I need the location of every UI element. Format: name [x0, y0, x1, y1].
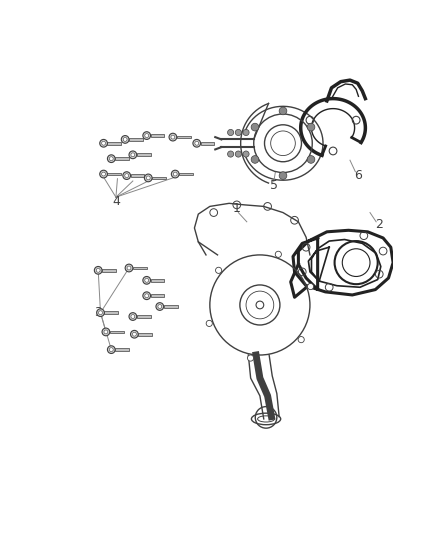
Circle shape: [100, 140, 107, 147]
Polygon shape: [201, 142, 215, 144]
Polygon shape: [102, 269, 116, 272]
Circle shape: [279, 107, 287, 115]
Circle shape: [275, 251, 281, 257]
Text: 1: 1: [233, 202, 241, 215]
Circle shape: [146, 176, 150, 180]
Polygon shape: [107, 142, 121, 144]
Polygon shape: [110, 330, 124, 333]
Circle shape: [102, 172, 106, 176]
Polygon shape: [133, 266, 147, 269]
Circle shape: [235, 151, 241, 157]
Circle shape: [100, 170, 107, 178]
Circle shape: [107, 346, 115, 353]
Circle shape: [279, 172, 287, 180]
Text: 4: 4: [112, 195, 120, 207]
Circle shape: [107, 155, 115, 163]
Circle shape: [125, 264, 133, 272]
Circle shape: [121, 135, 129, 143]
Circle shape: [97, 309, 104, 317]
Circle shape: [143, 132, 151, 140]
Circle shape: [247, 355, 254, 361]
Polygon shape: [152, 176, 166, 179]
Circle shape: [145, 174, 152, 182]
Circle shape: [131, 330, 138, 338]
Circle shape: [173, 172, 177, 176]
Circle shape: [307, 123, 315, 131]
Circle shape: [123, 172, 131, 180]
Polygon shape: [164, 305, 177, 308]
Circle shape: [171, 170, 179, 178]
Circle shape: [129, 151, 137, 159]
Polygon shape: [137, 154, 151, 156]
Text: 2: 2: [375, 217, 383, 231]
Circle shape: [298, 336, 304, 343]
Circle shape: [123, 138, 127, 141]
Circle shape: [127, 266, 131, 270]
Polygon shape: [151, 279, 164, 281]
Text: 3: 3: [94, 306, 102, 319]
Circle shape: [243, 130, 249, 135]
Circle shape: [251, 156, 259, 163]
Text: 6: 6: [354, 169, 362, 182]
Circle shape: [132, 332, 136, 336]
Polygon shape: [151, 134, 164, 137]
Circle shape: [110, 157, 113, 160]
Polygon shape: [129, 138, 143, 141]
Polygon shape: [151, 294, 164, 297]
Circle shape: [145, 294, 148, 297]
Polygon shape: [138, 333, 152, 336]
Circle shape: [129, 313, 137, 320]
Circle shape: [96, 269, 100, 272]
Circle shape: [235, 130, 241, 135]
Circle shape: [307, 156, 315, 163]
Circle shape: [94, 266, 102, 274]
Polygon shape: [177, 136, 191, 139]
Circle shape: [145, 134, 148, 138]
Circle shape: [206, 320, 212, 327]
Circle shape: [228, 130, 234, 135]
Circle shape: [125, 174, 129, 177]
Polygon shape: [104, 311, 118, 314]
Polygon shape: [137, 315, 151, 318]
Polygon shape: [115, 348, 129, 351]
Circle shape: [99, 311, 102, 314]
Polygon shape: [131, 174, 145, 177]
Circle shape: [110, 348, 113, 352]
Circle shape: [104, 330, 108, 334]
Circle shape: [251, 123, 259, 131]
Circle shape: [102, 141, 106, 145]
Circle shape: [171, 135, 175, 139]
Circle shape: [145, 278, 148, 282]
Circle shape: [156, 303, 164, 310]
Circle shape: [307, 284, 314, 289]
Circle shape: [228, 151, 234, 157]
Circle shape: [143, 292, 151, 300]
Circle shape: [256, 301, 264, 309]
Polygon shape: [107, 173, 121, 175]
Circle shape: [243, 151, 249, 157]
Text: 5: 5: [270, 179, 278, 192]
Circle shape: [215, 267, 222, 273]
Circle shape: [169, 133, 177, 141]
Circle shape: [143, 277, 151, 284]
Circle shape: [131, 153, 135, 157]
Polygon shape: [115, 157, 129, 160]
Circle shape: [102, 328, 110, 336]
Circle shape: [158, 304, 162, 309]
Circle shape: [195, 141, 199, 145]
Polygon shape: [179, 173, 193, 175]
Circle shape: [131, 314, 135, 318]
Circle shape: [193, 140, 201, 147]
